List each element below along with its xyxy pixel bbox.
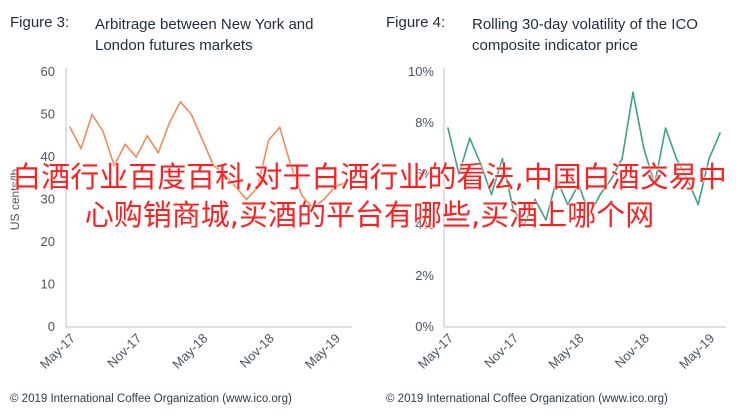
y-tick-label: 2% xyxy=(415,268,434,283)
data-point xyxy=(479,162,482,165)
data-point xyxy=(113,164,116,167)
data-point xyxy=(555,178,558,181)
data-point xyxy=(490,193,493,196)
data-point xyxy=(256,185,259,188)
x-tick-label: May-19 xyxy=(676,331,717,372)
data-point xyxy=(102,130,104,133)
data-point xyxy=(168,122,171,124)
chart-panel-arbitrage: Figure 3: Arbitrage between New York and… xyxy=(0,0,365,419)
y-tick-label: 6% xyxy=(415,166,434,181)
x-tick-label: May-18 xyxy=(169,331,210,372)
y-tick-label: 0% xyxy=(415,319,434,334)
data-point xyxy=(201,139,204,141)
data-point xyxy=(512,208,515,211)
x-tick-label: May-19 xyxy=(302,331,343,372)
data-point xyxy=(300,194,303,197)
data-point xyxy=(157,151,160,154)
y-tick-label: 40 xyxy=(41,149,55,164)
chart-title: Arbitrage between New York and London fu… xyxy=(95,16,314,54)
data-point xyxy=(212,164,215,167)
data-point xyxy=(599,193,602,196)
x-tick-label: May-17 xyxy=(37,331,78,372)
data-point xyxy=(642,147,645,150)
y-tick-label: 10 xyxy=(41,277,55,292)
data-point xyxy=(80,147,82,150)
data-point xyxy=(245,198,248,201)
series-line xyxy=(447,91,721,226)
y-tick-label: 0 xyxy=(48,319,55,334)
data-point xyxy=(135,156,138,158)
chart-plot-area: 10% 8% 6% 4% 2% 0%May-17 Nov-17 May-18 Nov-18 May… xyxy=(408,64,726,372)
y-tick-label: 4% xyxy=(415,217,434,232)
y-tick-label: 10% xyxy=(408,64,434,79)
data-point xyxy=(610,178,613,181)
data-point xyxy=(124,143,127,146)
x-tick-label: Nov-17 xyxy=(104,331,144,371)
x-tick-label: Nov-18 xyxy=(612,331,652,371)
data-point xyxy=(91,113,93,116)
data-point xyxy=(458,173,460,175)
data-point xyxy=(278,126,281,129)
data-point xyxy=(345,181,347,184)
y-tick-label: 50 xyxy=(41,107,55,122)
y-tick-label: 20 xyxy=(41,234,55,249)
data-point xyxy=(267,139,270,141)
data-point xyxy=(708,157,710,160)
data-point xyxy=(719,132,721,135)
data-point xyxy=(653,183,656,186)
data-point xyxy=(588,213,591,216)
data-point xyxy=(289,164,292,167)
data-point xyxy=(179,100,182,103)
data-point xyxy=(632,91,634,94)
data-point xyxy=(523,224,526,226)
data-point xyxy=(146,134,149,137)
watermark-overlay-text: 白酒行业百度百科,对于白酒行业的看法,中国白酒交易中心购销商城,买酒的平台有哪些… xyxy=(12,160,727,232)
data-point xyxy=(69,126,71,129)
data-point xyxy=(697,203,700,206)
data-point xyxy=(468,137,471,140)
chart-footer: © 2019 International Coffee Organization… xyxy=(386,393,668,405)
data-point xyxy=(664,127,667,129)
data-point xyxy=(447,127,449,129)
y-tick-label: 8% xyxy=(415,115,434,130)
data-point xyxy=(545,219,547,221)
data-point xyxy=(223,173,226,175)
x-tick-label: May-17 xyxy=(415,331,456,372)
chart-plot-area: 60 50 40 30 20 10 0 US cents/lb May-17 Nov-17 May-… xyxy=(8,64,352,372)
data-point xyxy=(334,185,336,188)
x-tick-label: Nov-18 xyxy=(237,331,277,371)
y-tick-label: 60 xyxy=(41,64,55,79)
figure-label: Figure 4: xyxy=(386,14,446,31)
y-axis-label: US cents/lb xyxy=(8,168,22,230)
figure-label: Figure 3: xyxy=(10,14,70,31)
data-point xyxy=(534,198,536,201)
data-point xyxy=(312,207,314,209)
data-point xyxy=(566,203,569,206)
y-tick-label: 30 xyxy=(41,192,55,207)
x-tick-label: May-18 xyxy=(545,331,586,372)
data-point xyxy=(501,157,504,160)
data-point xyxy=(577,183,580,186)
x-tick-label: Nov-17 xyxy=(481,331,521,371)
data-point xyxy=(621,157,623,160)
chart-title: Rolling 30-day volatility of the ICO com… xyxy=(472,16,698,54)
chart-footer: © 2019 International Coffee Organization… xyxy=(10,393,292,405)
chart-panel-volatility: Figure 4: Rolling 30-day volatility of t… xyxy=(374,0,739,419)
data-point xyxy=(190,113,193,116)
data-point xyxy=(686,178,689,181)
data-point xyxy=(234,185,237,188)
data-point xyxy=(323,198,325,201)
series-line xyxy=(69,101,347,209)
data-point xyxy=(675,157,678,160)
